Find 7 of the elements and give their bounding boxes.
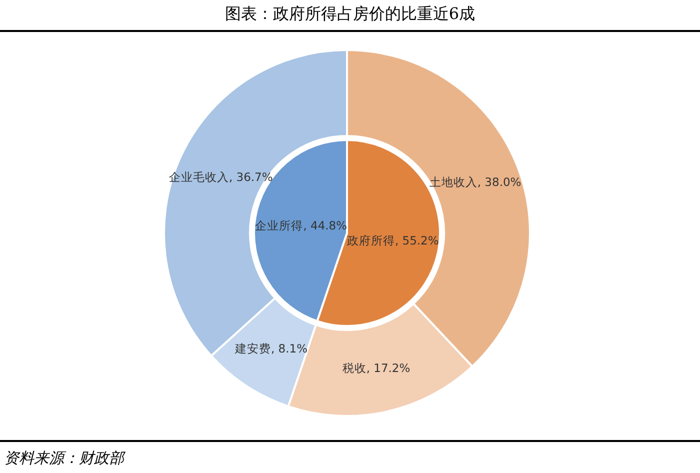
- chart-title: 图表：政府所得占房价的比重近6成: [224, 4, 476, 25]
- slice-label: 税收, 17.2%: [342, 360, 410, 375]
- text: 资料来源：财政部: [4, 449, 124, 468]
- slice-label: 土地收入, 38.0%: [429, 175, 522, 190]
- slice-label: 政府所得, 55.2%: [346, 234, 439, 248]
- slice-label: 建安费, 8.1%: [234, 341, 308, 356]
- slice-label: 企业毛收入, 36.7%: [168, 170, 273, 184]
